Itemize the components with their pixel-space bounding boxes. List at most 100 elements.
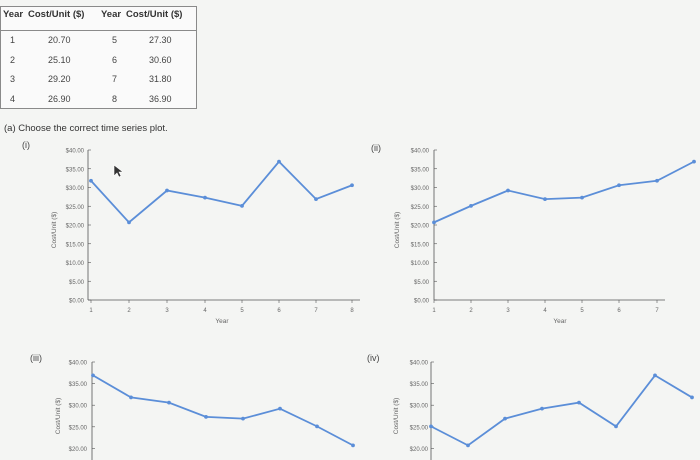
y-tick-label: $25.00 [69, 425, 88, 431]
y-tick-label: $30.00 [411, 186, 430, 192]
y-tick-label: $5.00 [69, 280, 85, 286]
option-label-ii[interactable]: (ii) [371, 143, 381, 153]
x-tick-label: 7 [655, 308, 659, 314]
table-cell: 5 [112, 35, 118, 45]
x-tick-label: 7 [314, 308, 318, 314]
y-tick-label: $15.00 [411, 242, 430, 248]
table-cell: 2 [10, 55, 16, 65]
data-point [429, 424, 433, 429]
table-cell: 20.70 [48, 35, 71, 45]
x-tick-label: 5 [240, 308, 244, 314]
data-point [204, 414, 208, 419]
option-label-iii[interactable]: (iii) [30, 353, 42, 363]
y-tick-label: $10.00 [411, 261, 430, 267]
x-tick-label: 4 [543, 308, 547, 314]
data-point [165, 188, 169, 193]
x-tick-label: 3 [506, 308, 510, 314]
x-tick-label: 6 [277, 308, 281, 314]
table-cell: 30.60 [149, 55, 172, 65]
x-tick-label: 2 [127, 308, 131, 314]
data-point [240, 203, 244, 208]
series-line [92, 374, 354, 447]
data-point [506, 188, 510, 193]
series-line [90, 160, 353, 224]
y-tick-label: $20.00 [410, 447, 429, 453]
data-point [278, 406, 282, 411]
y-tick-label: $15.00 [66, 242, 85, 248]
data-point [314, 197, 318, 202]
table-cell: 4 [10, 94, 16, 104]
y-tick-label: $25.00 [411, 205, 430, 211]
data-point [315, 424, 319, 429]
option-label-iv[interactable]: (iv) [367, 353, 380, 363]
x-tick-label: 1 [432, 308, 436, 314]
table-cell: 26.90 [48, 94, 71, 104]
x-tick-label: 4 [203, 308, 207, 314]
series-line [433, 160, 695, 224]
data-point [466, 443, 470, 448]
data-point [617, 183, 621, 188]
y-tick-label: $35.00 [66, 167, 85, 173]
y-tick-label: $40.00 [69, 361, 88, 367]
y-tick-label: $0.00 [414, 299, 430, 305]
data-point [127, 220, 131, 225]
y-tick-label: $0.00 [69, 299, 85, 305]
data-point [432, 220, 436, 225]
y-tick-label: $20.00 [411, 224, 430, 230]
y-tick-label: $35.00 [69, 382, 88, 388]
option-label-i[interactable]: (i) [22, 140, 30, 150]
data-point [614, 424, 618, 429]
table-cell: 1 [10, 35, 16, 45]
table-cell: 36.90 [149, 94, 172, 104]
header-year-2: Year [101, 9, 122, 20]
data-point [543, 197, 547, 202]
y-tick-label: $20.00 [66, 224, 85, 230]
y-tick-label: $25.00 [66, 205, 85, 211]
header-divider [1, 30, 196, 31]
data-point [503, 416, 507, 421]
header-cost-2: Cost/Unit ($) [126, 9, 183, 20]
x-tick-label: 3 [165, 308, 169, 314]
mouse-pointer-icon [113, 164, 123, 178]
y-tick-label: $35.00 [411, 167, 430, 173]
y-axis-label: Cost/Unit ($) [51, 212, 58, 248]
data-point [203, 195, 207, 200]
y-axis-label: Cost/Unit ($) [393, 398, 400, 434]
data-point [577, 400, 581, 405]
data-point [351, 443, 355, 448]
x-tick-label: 2 [469, 308, 473, 314]
y-tick-label: $20.00 [69, 447, 88, 453]
data-point [540, 406, 544, 411]
table-cell: 29.20 [48, 74, 71, 84]
y-tick-label: $40.00 [410, 361, 429, 367]
data-point [350, 183, 354, 188]
data-point [580, 195, 584, 200]
y-axis-label: Cost/Unit ($) [55, 398, 62, 434]
table-cell: 8 [112, 94, 118, 104]
y-axis-label: Cost/Unit ($) [394, 212, 401, 248]
x-axis-label: Year [553, 318, 567, 325]
data-point [653, 373, 657, 378]
data-point [469, 203, 473, 208]
y-tick-label: $10.00 [66, 261, 85, 267]
header-year-1: Year [3, 9, 24, 20]
x-tick-label: 6 [617, 308, 621, 314]
table-cell: 27.30 [149, 35, 172, 45]
data-point [167, 400, 171, 405]
y-tick-label: $30.00 [69, 404, 88, 410]
data-point [692, 159, 696, 164]
y-tick-label: $40.00 [66, 149, 85, 155]
y-tick-label: $30.00 [66, 186, 85, 192]
x-tick-label: 8 [350, 308, 354, 314]
table-cell: 31.80 [149, 74, 172, 84]
table-cell: 6 [112, 55, 118, 65]
x-tick-label: 1 [89, 308, 93, 314]
x-axis-label: Year [215, 318, 229, 325]
y-tick-label: $40.00 [411, 149, 430, 155]
table-cell: 25.10 [48, 55, 71, 65]
y-tick-label: $25.00 [410, 425, 429, 431]
